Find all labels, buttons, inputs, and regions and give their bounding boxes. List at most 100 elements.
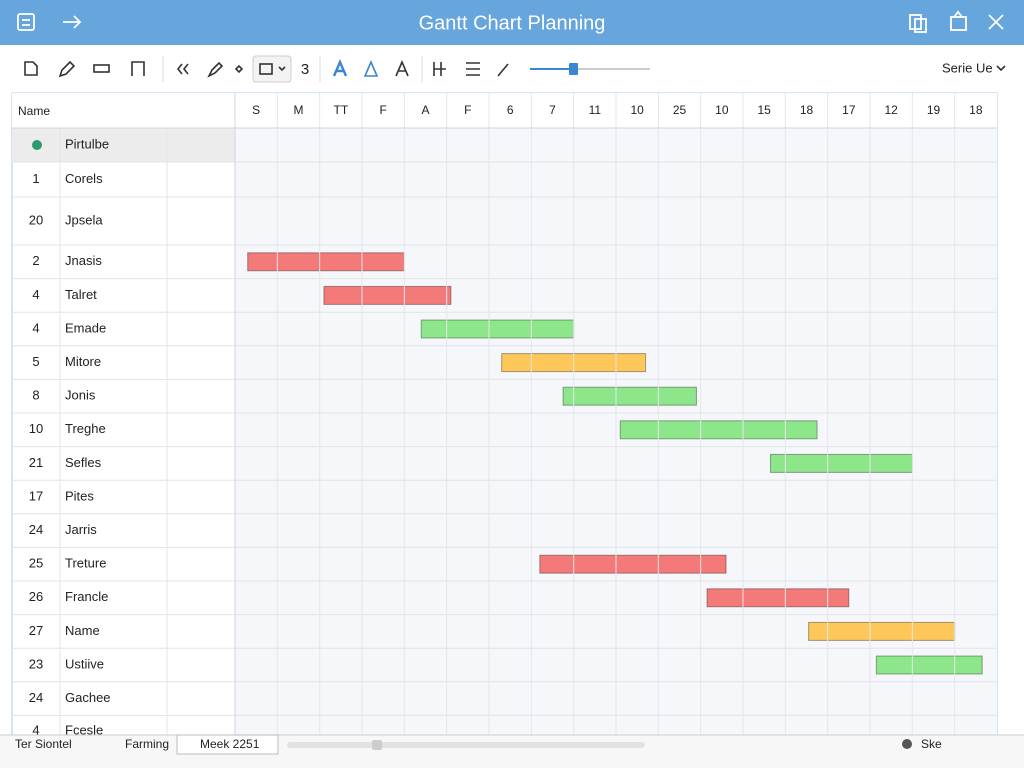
view-menu-arrow[interactable] [996,65,1006,72]
row-name: Jarris [65,522,97,537]
row-name: Emade [65,320,106,335]
row-name: Ustiive [65,656,104,671]
timeline-header: 18 [969,103,983,117]
timeline-header: S [252,103,260,117]
timeline-header: TT [333,103,348,117]
row-id: 27 [29,623,43,638]
back-tool[interactable] [176,63,189,75]
frame-tool[interactable] [131,61,145,76]
task-bar[interactable] [875,655,983,675]
timeline-header: 6 [507,103,514,117]
task-bar[interactable] [706,588,850,608]
row-icon [32,140,42,150]
row-name: Gachee [65,690,111,705]
share-button[interactable] [950,10,967,31]
task-bar[interactable] [539,554,727,574]
title-bar [0,0,1024,45]
row-id: 8 [32,388,39,403]
timeline-header: M [294,103,304,117]
scrollbar[interactable] [287,742,645,748]
row-id: 17 [29,488,43,503]
row-id: 24 [29,690,43,705]
row-id: 5 [32,354,39,369]
selected-row [12,128,235,162]
row-name: Corels [65,171,103,186]
task-bar[interactable] [247,252,405,272]
row-name: Talret [65,287,97,302]
row-id: 26 [29,589,43,604]
row-id: 23 [29,656,43,671]
timeline-header: 17 [842,103,856,117]
forward-button[interactable] [63,15,82,29]
timeline-header: 12 [884,103,898,117]
toolbar [0,45,1024,93]
row-id: 4 [32,320,39,335]
status-week: Meek 2251 [200,737,260,751]
timeline-header: 25 [673,103,687,117]
status-dot [902,739,912,749]
row-id: 4 [32,722,39,737]
task-bar[interactable] [323,285,452,305]
pen-tool[interactable] [207,61,224,78]
status-left: Ter Siontel [15,737,72,751]
task-bar[interactable] [808,621,956,641]
row-id: 25 [29,556,43,571]
row-name: Francle [65,589,108,604]
row-name: Treture [65,556,106,571]
status-mode[interactable]: Farming [125,737,169,751]
status-bar [0,735,1024,768]
format-dropdown[interactable] [252,55,292,83]
row-name: Sefles [65,455,102,470]
row-name: Name [65,623,100,638]
gantt-grid: Name S M TT F A F 6 7 11 10 25 10 15 18 17 12 19 18Pirtulb… [12,93,997,737]
text-tool[interactable] [395,59,409,77]
list-tool[interactable] [466,62,480,76]
week-box[interactable] [176,734,279,755]
row-id: 10 [29,421,43,436]
header-row [12,93,997,128]
row-name: Jonis [65,388,96,403]
task-bar[interactable] [770,453,913,473]
timeline-header: 15 [757,103,771,117]
scroll-thumb[interactable] [372,740,382,750]
link-tool[interactable] [93,64,110,73]
timeline-header: 19 [927,103,941,117]
menu-button[interactable] [17,13,35,31]
task-bar[interactable] [619,420,818,440]
timeline-header: 10 [630,103,644,117]
window-title: Gantt Chart Planning [419,12,606,34]
row-id: 21 [29,455,43,470]
font-tool[interactable] [332,58,348,77]
row-name: Jpsela [65,212,103,227]
row-name: Fcesle [65,722,103,737]
status-right[interactable]: Ske [921,737,942,751]
new-tool[interactable] [24,61,38,76]
task-bar[interactable] [562,386,697,406]
timeline-header: 11 [589,103,602,117]
timeline-header: 10 [715,103,729,117]
timeline-header: 7 [549,103,556,117]
timeline-header: 18 [800,103,814,117]
zoom-slider-thumb[interactable] [569,63,578,75]
split-tool[interactable] [433,62,446,76]
close-button[interactable] [988,14,1004,30]
row-id: 4 [32,287,39,302]
copy-button[interactable] [909,14,927,33]
timeline-header: A [421,103,429,117]
zoom-label: 3 [301,61,309,78]
timeline-header: F [464,103,471,117]
row-name: Jnasis [65,253,102,268]
row-name: Pirtulbe [65,136,109,151]
row-id: 1 [32,171,39,186]
task-bar[interactable] [420,319,575,339]
edit-tool[interactable] [58,60,76,78]
row-name: Mitore [65,354,101,369]
fill-tool[interactable] [363,59,379,77]
pin-tool[interactable] [234,64,244,74]
view-menu[interactable]: Serie Ue [942,60,993,75]
brush-tool[interactable] [497,63,509,77]
row-id: 2 [32,253,39,268]
row-id: 24 [29,522,43,537]
row-id: 20 [29,212,43,227]
